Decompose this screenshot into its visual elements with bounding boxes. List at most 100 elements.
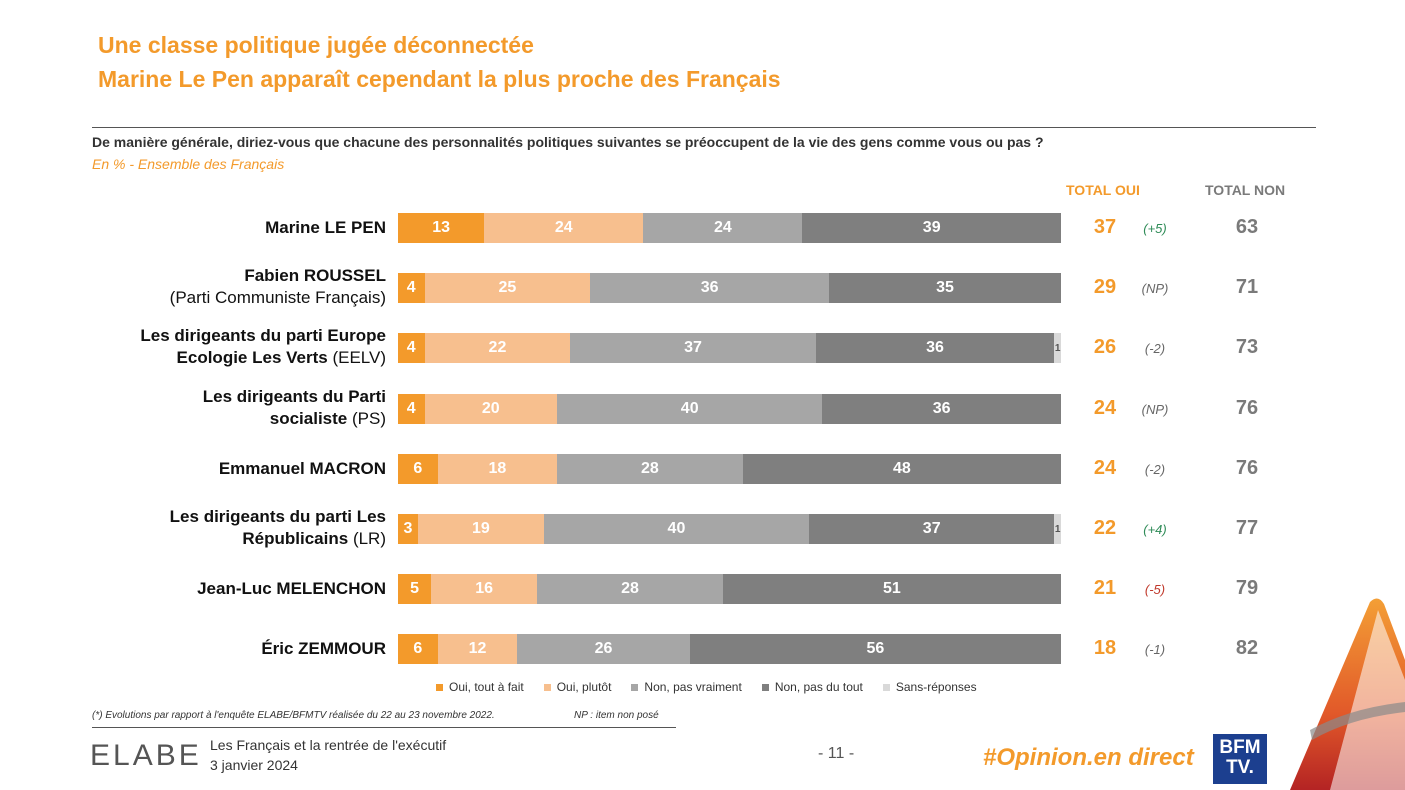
bar-segment: 24	[484, 213, 644, 243]
row-label-party: (PS)	[352, 409, 386, 428]
row-label: Fabien ROUSSEL (Parti Communiste Françai…	[126, 265, 386, 309]
total-non-value: 71	[1235, 276, 1259, 298]
row-label-name: Les dirigeants du parti Europe Ecologie …	[140, 326, 386, 367]
bar-segment: 39	[802, 213, 1061, 243]
bar-segment: 36	[590, 273, 829, 303]
survey-base: En % - Ensemble des Français	[92, 156, 285, 172]
np-note: NP : item non posé	[574, 710, 659, 721]
legend-swatch-icon	[436, 683, 443, 691]
bar-segment: 3	[398, 514, 418, 544]
bar-segment: 56	[689, 634, 1061, 664]
row-label-name: Jean-Luc MELENCHON	[197, 579, 386, 598]
total-non-value: 76	[1235, 397, 1259, 419]
row-label: Jean-Luc MELENCHON	[46, 578, 386, 600]
elabe-logo: ELABE	[90, 739, 202, 772]
bar-segment: 37	[809, 514, 1055, 544]
legend-swatch-icon	[631, 683, 639, 691]
bar-segment: 20	[424, 394, 558, 424]
bar-segment: 24	[643, 213, 803, 243]
total-non-value: 76	[1235, 457, 1259, 479]
evolution-value: (-1)	[1144, 642, 1166, 657]
total-oui-value: 24	[1093, 397, 1117, 419]
total-oui-value: 21	[1093, 577, 1117, 599]
survey-question: De manière générale, diriez-vous que cha…	[92, 134, 1044, 150]
legend-swatch-icon	[761, 683, 769, 691]
total-oui-value: 18	[1093, 637, 1117, 659]
study-date: 3 janvier 2024	[210, 757, 298, 773]
total-oui-value: 29	[1093, 276, 1117, 298]
total-non-header: TOTAL NON	[1205, 182, 1286, 198]
bar-segment: 4	[398, 394, 425, 424]
bar-segment: 36	[815, 333, 1055, 363]
bar-segment: 13	[398, 213, 485, 243]
row-label-name: Éric ZEMMOUR	[261, 639, 386, 658]
bar-segment: 28	[537, 574, 723, 604]
row-label-party: (Parti Communiste Français)	[169, 288, 386, 307]
row-label-name: Les dirigeants du parti Les Républicains	[169, 507, 386, 548]
total-non-value: 82	[1235, 637, 1259, 659]
total-non-value: 79	[1235, 577, 1259, 599]
footnote: (*) Evolutions par rapport à l'enquête E…	[92, 710, 495, 721]
row-label-name: Fabien ROUSSEL	[244, 266, 386, 285]
page-title: Une classe politique jugée déconnectée	[98, 32, 534, 58]
bar-segment: 48	[742, 454, 1061, 484]
bar-segment: 35	[828, 273, 1061, 303]
evolution-value: (-2)	[1144, 341, 1166, 356]
total-non-value: 63	[1235, 216, 1259, 238]
evolution-value: (+5)	[1143, 221, 1167, 236]
hashtag: #Opinion.en direct	[983, 744, 1194, 771]
bar-segment: 36	[822, 394, 1061, 424]
page-number: - 11 -	[818, 745, 855, 762]
evolution-value: (-2)	[1144, 462, 1166, 477]
bar-segment: 25	[424, 273, 591, 303]
bar-segment: 12	[437, 634, 518, 664]
evolution-value: (+4)	[1143, 522, 1167, 537]
legend-label: Oui, tout à fait	[449, 680, 524, 694]
total-oui-value: 26	[1093, 336, 1117, 358]
row-label: Les dirigeants du parti Les Républicains…	[126, 506, 386, 550]
row-label: Les dirigeants du Parti socialiste (PS)	[126, 386, 386, 430]
legend-item: Non, pas du tout	[761, 680, 863, 694]
row-label-name: Les dirigeants du Parti socialiste	[202, 387, 386, 428]
row-label: Les dirigeants du parti Europe Ecologie …	[126, 325, 386, 369]
bar-segment: 1	[1054, 333, 1061, 363]
chart-legend: Oui, tout à fait Oui, plutôt Non, pas vr…	[436, 680, 977, 694]
bar-segment: 6	[398, 634, 438, 664]
legend-swatch-icon	[543, 683, 551, 691]
bar-segment: 26	[517, 634, 690, 664]
page-subtitle: Marine Le Pen apparaît cependant la plus…	[98, 66, 781, 92]
total-oui-value: 22	[1093, 517, 1117, 539]
bar-segment: 19	[417, 514, 544, 544]
row-label-party: (LR)	[352, 529, 386, 548]
row-label: Emmanuel MACRON	[46, 458, 386, 480]
row-label-name: Emmanuel MACRON	[218, 459, 386, 478]
row-label-name: Marine LE PEN	[265, 218, 386, 237]
evolution-value: (NP)	[1141, 402, 1169, 417]
legend-label: Non, pas vraiment	[644, 680, 742, 694]
bar-segment: 6	[398, 454, 438, 484]
row-label: Marine LE PEN	[46, 217, 386, 239]
bar-segment: 22	[424, 333, 571, 363]
bfm-logo-line2: TV.	[1226, 757, 1254, 778]
legend-item: Oui, tout à fait	[436, 680, 524, 694]
top-divider	[92, 127, 1316, 128]
legend-item: Oui, plutôt	[543, 680, 611, 694]
study-title: Les Français et la rentrée de l'exécutif	[210, 737, 447, 753]
bar-segment: 5	[398, 574, 432, 604]
total-non-value: 73	[1235, 336, 1259, 358]
total-non-value: 77	[1235, 517, 1259, 539]
bar-segment: 40	[557, 394, 823, 424]
bar-segment: 40	[543, 514, 810, 544]
legend-swatch-icon	[882, 683, 890, 691]
total-oui-header: TOTAL OUI	[1066, 182, 1140, 198]
total-oui-value: 24	[1093, 457, 1117, 479]
decorative-triangle-icon	[1290, 598, 1405, 790]
bar-segment: 16	[431, 574, 538, 604]
bfm-logo-line1: BFM	[1219, 737, 1261, 758]
total-oui-value: 37	[1093, 216, 1117, 238]
legend-item: Non, pas vraiment	[631, 680, 742, 694]
bar-segment: 18	[437, 454, 558, 484]
bar-segment: 28	[557, 454, 743, 484]
row-label-party: (EELV)	[332, 348, 386, 367]
bar-segment: 4	[398, 333, 425, 363]
